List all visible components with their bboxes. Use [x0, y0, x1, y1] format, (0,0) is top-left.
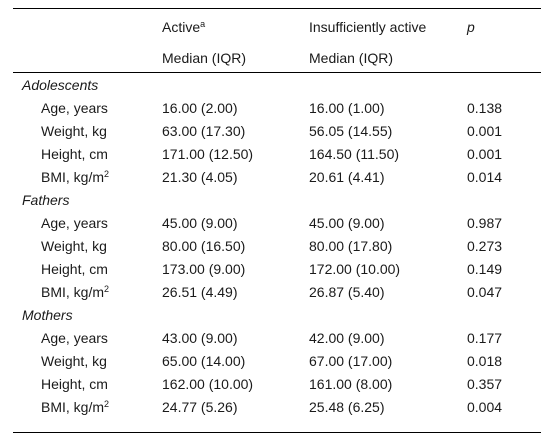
active-value: 162.00 (10.00) — [162, 376, 254, 392]
row-label: BMI, kg/m2 — [41, 396, 109, 419]
p-value: 0.987 — [467, 215, 503, 231]
active-value: 80.00 (16.50) — [162, 238, 246, 254]
table-row: Age, years 43.00 (9.00) 42.00 (9.00) 0.177 — [13, 327, 541, 350]
group-mothers: Mothers Age, years 43.00 (9.00) 42.00 (9.00… — [13, 304, 541, 419]
p-value: 0.018 — [467, 353, 503, 369]
row-label: Weight, kg — [41, 350, 107, 373]
row-label-superscript: 2 — [104, 284, 110, 294]
p-value: 0.004 — [467, 399, 503, 415]
p-value: 0.138 — [467, 100, 503, 116]
active-value: 171.00 (12.50) — [162, 146, 254, 162]
active-value: 63.00 (17.30) — [162, 123, 246, 139]
row-label-text: Age, years — [41, 215, 108, 231]
table-bottom-rule — [13, 432, 541, 433]
table-top-rule — [13, 8, 541, 9]
row-label-text: Age, years — [41, 100, 108, 116]
header-active-sub: Median (IQR) — [162, 50, 247, 66]
table-row: Height, cm 171.00 (12.50) 164.50 (11.50) 0.… — [13, 143, 541, 166]
insufficient-value: 26.87 (5.40) — [309, 284, 385, 300]
row-label-text: Weight, kg — [41, 353, 107, 369]
header-insufficient-sub: Median (IQR) — [309, 50, 394, 66]
row-label: Weight, kg — [41, 235, 107, 258]
table-row: BMI, kg/m2 24.77 (5.26) 25.48 (6.25) 0.004 — [13, 396, 541, 419]
active-value: 45.00 (9.00) — [162, 215, 238, 231]
insufficient-value: 16.00 (1.00) — [309, 100, 385, 116]
p-value: 0.177 — [467, 330, 503, 346]
insufficient-value: 164.50 (11.50) — [309, 146, 400, 162]
insufficient-value: 161.00 (8.00) — [309, 376, 393, 392]
row-label: Height, cm — [41, 258, 108, 281]
table-row: BMI, kg/m2 21.30 (4.05) 20.61 (4.41) 0.014 — [13, 166, 541, 189]
p-value: 0.149 — [467, 261, 503, 277]
table-row: Height, cm 162.00 (10.00) 161.00 (8.00) 0.3… — [13, 373, 541, 396]
p-value: 0.273 — [467, 238, 503, 254]
header-insufficient: Insufficiently active — [309, 19, 427, 35]
table-header: Activea Insufficiently active p Median (… — [13, 8, 541, 72]
active-value: 43.00 (9.00) — [162, 330, 238, 346]
table-row: Weight, kg 65.00 (14.00) 67.00 (17.00) 0.01… — [13, 350, 541, 373]
row-label: Age, years — [41, 97, 108, 120]
header-p: p — [467, 19, 475, 35]
insufficient-value: 42.00 (9.00) — [309, 330, 385, 346]
header-active: Activea — [162, 17, 205, 37]
header-active-label: Active — [162, 19, 201, 35]
row-label-text: Height, cm — [41, 261, 108, 277]
row-label-superscript: 2 — [104, 169, 110, 179]
p-value: 0.014 — [467, 169, 503, 185]
row-label: Height, cm — [41, 373, 108, 396]
active-value: 24.77 (5.26) — [162, 399, 238, 415]
row-label: Age, years — [41, 212, 108, 235]
table-row: Weight, kg 63.00 (17.30) 56.05 (14.55) 0.00… — [13, 120, 541, 143]
p-value: 0.047 — [467, 284, 503, 300]
table-row: Age, years 16.00 (2.00) 16.00 (1.00) 0.138 — [13, 97, 541, 120]
p-value: 0.001 — [467, 123, 503, 139]
insufficient-value: 25.48 (6.25) — [309, 399, 385, 415]
table-row: BMI, kg/m2 26.51 (4.49) 26.87 (5.40) 0.047 — [13, 281, 541, 304]
active-value: 65.00 (14.00) — [162, 353, 246, 369]
row-label-text: BMI, kg/m — [41, 399, 105, 415]
table-row: Height, cm 173.00 (9.00) 172.00 (10.00) 0.1… — [13, 258, 541, 281]
row-label-text: Age, years — [41, 330, 108, 346]
insufficient-value: 20.61 (4.41) — [309, 169, 385, 185]
table-row: Age, years 45.00 (9.00) 45.00 (9.00) 0.987 — [13, 212, 541, 235]
group-fathers: Fathers Age, years 45.00 (9.00) 45.00 (9.00… — [13, 189, 541, 304]
row-label-text: Weight, kg — [41, 123, 107, 139]
header-active-footnote: a — [200, 19, 206, 29]
active-value: 21.30 (4.05) — [162, 169, 238, 185]
header-rule — [13, 72, 541, 73]
row-label: Weight, kg — [41, 120, 107, 143]
p-value: 0.357 — [467, 376, 503, 392]
row-label-text: BMI, kg/m — [41, 284, 105, 300]
insufficient-value: 45.00 (9.00) — [309, 215, 385, 231]
row-label-text: Height, cm — [41, 146, 108, 162]
group-title: Adolescents — [22, 77, 99, 93]
row-label-superscript: 2 — [104, 399, 110, 409]
row-label: BMI, kg/m2 — [41, 281, 109, 304]
group-title: Mothers — [22, 307, 73, 323]
row-label: BMI, kg/m2 — [41, 166, 109, 189]
row-label-text: Height, cm — [41, 376, 108, 392]
p-value: 0.001 — [467, 146, 503, 162]
insufficient-value: 80.00 (17.80) — [309, 238, 393, 254]
active-value: 173.00 (9.00) — [162, 261, 246, 277]
group-title: Fathers — [22, 192, 70, 208]
table-body: Adolescents Age, years 16.00 (2.00) 16.00 (… — [13, 74, 541, 419]
row-label: Height, cm — [41, 143, 108, 166]
insufficient-value: 67.00 (17.00) — [309, 353, 393, 369]
table-row: Weight, kg 80.00 (16.50) 80.00 (17.80) 0.27… — [13, 235, 541, 258]
row-label-text: Weight, kg — [41, 238, 107, 254]
row-label: Age, years — [41, 327, 108, 350]
insufficient-value: 56.05 (14.55) — [309, 123, 393, 139]
active-value: 26.51 (4.49) — [162, 284, 238, 300]
insufficient-value: 172.00 (10.00) — [309, 261, 401, 277]
row-label-text: BMI, kg/m — [41, 169, 105, 185]
group-adolescents: Adolescents Age, years 16.00 (2.00) 16.00 (… — [13, 74, 541, 189]
active-value: 16.00 (2.00) — [162, 100, 238, 116]
